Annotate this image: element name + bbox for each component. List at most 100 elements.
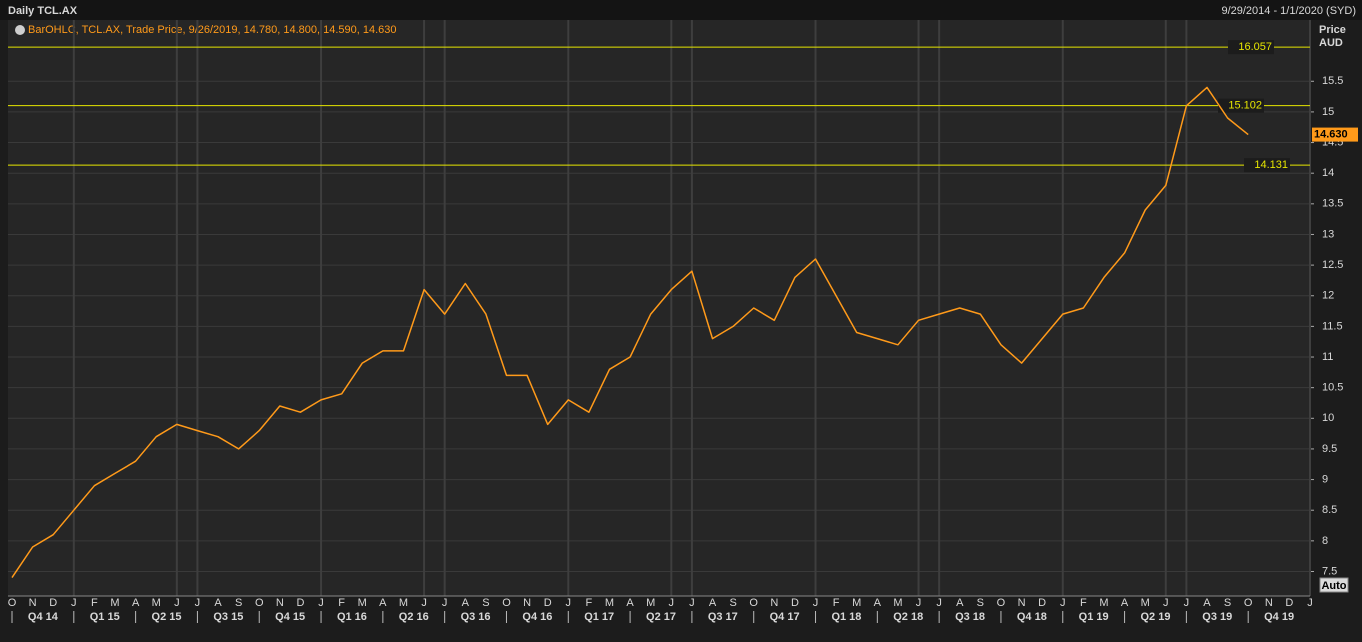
x-tick-label: S [729,597,736,609]
x-tick-label: A [132,597,140,609]
x-tick-label: D [544,597,552,609]
x-tick-label: F [586,597,593,609]
quarter-label: Q1 18 [831,611,861,623]
y-tick-label: 15 [1322,106,1334,118]
y-tick-label: 10 [1322,412,1334,424]
quarter-label: Q1 16 [337,611,367,623]
y-tick-label: 11.5 [1322,320,1343,332]
y-tick-label: 9.5 [1322,443,1337,455]
quarter-label: Q4 14 [28,611,59,623]
quarter-label: Q2 17 [646,611,676,623]
y-tick-label: 8.5 [1322,504,1337,516]
price-line [11,86,1249,579]
x-tick-label: F [91,597,98,609]
x-tick-label: J [1060,597,1066,609]
y-tick-label: 10.5 [1322,382,1343,394]
level-label: 16.057 [1238,41,1272,53]
x-tick-label: S [235,597,242,609]
x-tick-label: N [1018,597,1026,609]
x-tick-label: F [338,597,345,609]
x-tick-label: S [482,597,489,609]
x-tick-label: O [997,597,1006,609]
quarter-label: Q4 16 [522,611,552,623]
quarter-label: Q3 16 [461,611,491,623]
x-tick-label: M [110,597,119,609]
plot-area [8,20,1310,596]
x-tick-label: F [833,597,840,609]
x-tick-label: S [977,597,984,609]
x-tick-label: N [29,597,37,609]
y-tick-label: 7.5 [1322,565,1337,577]
x-tick-label: M [1141,597,1150,609]
x-tick-label: J [813,597,819,609]
quarter-label: Q2 15 [152,611,182,623]
y-unit: AUD [1319,37,1343,49]
x-tick-label: D [1285,597,1293,609]
last-price-tag [1312,127,1358,142]
level-label-bg [1244,158,1290,173]
x-tick-label: J [174,597,180,609]
x-tick-label: F [1080,597,1087,609]
x-tick-label: A [214,597,222,609]
x-tick-label: A [379,597,387,609]
y-tick-label: 13 [1322,228,1334,240]
quarter-label: Q3 18 [955,611,985,623]
x-tick-label: J [421,597,427,609]
x-tick-label: O [502,597,511,609]
quarter-label: Q1 15 [90,611,120,623]
x-tick-label: D [296,597,304,609]
x-tick-label: J [442,597,448,609]
y-tick-label: 14 [1322,167,1334,179]
level-label-bg [1218,98,1264,113]
y-tick-label: 11 [1322,351,1333,363]
quarter-label: Q1 19 [1079,611,1109,623]
x-tick-label: O [1244,597,1253,609]
x-tick-label: M [605,597,614,609]
level-label: 15.102 [1228,100,1262,112]
x-tick-label: A [709,597,717,609]
x-tick-label: J [1184,597,1190,609]
x-tick-label: J [1163,597,1169,609]
x-tick-label: S [1224,597,1231,609]
quarter-label: Q3 15 [213,611,243,623]
x-tick-label: J [195,597,201,609]
x-tick-label: D [791,597,799,609]
auto-button[interactable] [1319,577,1349,593]
quarter-label: Q2 18 [893,611,923,623]
quarter-label: Q2 16 [399,611,429,623]
last-price-label: 14.630 [1314,128,1348,140]
x-tick-label: M [358,597,367,609]
y-tick-label: 9 [1322,473,1328,485]
y-tick-label: 15.5 [1322,75,1343,87]
chart-title: Daily TCL.AX [8,5,78,17]
x-tick-label: O [8,597,17,609]
x-tick-label: M [893,597,902,609]
x-tick-label: J [669,597,675,609]
x-tick-label: D [49,597,57,609]
x-tick-label: J [1307,597,1313,609]
legend-icon[interactable] [15,25,25,35]
header [0,0,1362,20]
x-tick-label: D [1038,597,1046,609]
x-tick-label: A [1203,597,1211,609]
legend: BarOHLC, TCL.AX, Trade Price, 9/26/2019,… [28,24,397,36]
quarter-label: Q1 17 [584,611,614,623]
x-tick-label: A [874,597,882,609]
x-tick-label: A [1121,597,1129,609]
x-tick-label: J [689,597,695,609]
date-range: 9/29/2014 - 1/1/2020 (SYD) [1221,5,1356,17]
x-tick-label: A [462,597,470,609]
x-tick-label: M [1099,597,1108,609]
x-tick-label: J [566,597,572,609]
level-label-bg [1228,40,1274,55]
y-tick-label: 13.5 [1322,198,1343,210]
x-tick-label: A [956,597,964,609]
auto-button-label[interactable]: Auto [1321,580,1346,592]
x-tick-label: N [1265,597,1273,609]
x-tick-label: N [523,597,531,609]
level-label: 14.131 [1254,159,1288,171]
x-tick-label: J [936,597,942,609]
quarter-label: Q4 19 [1264,611,1294,623]
x-tick-label: N [770,597,778,609]
